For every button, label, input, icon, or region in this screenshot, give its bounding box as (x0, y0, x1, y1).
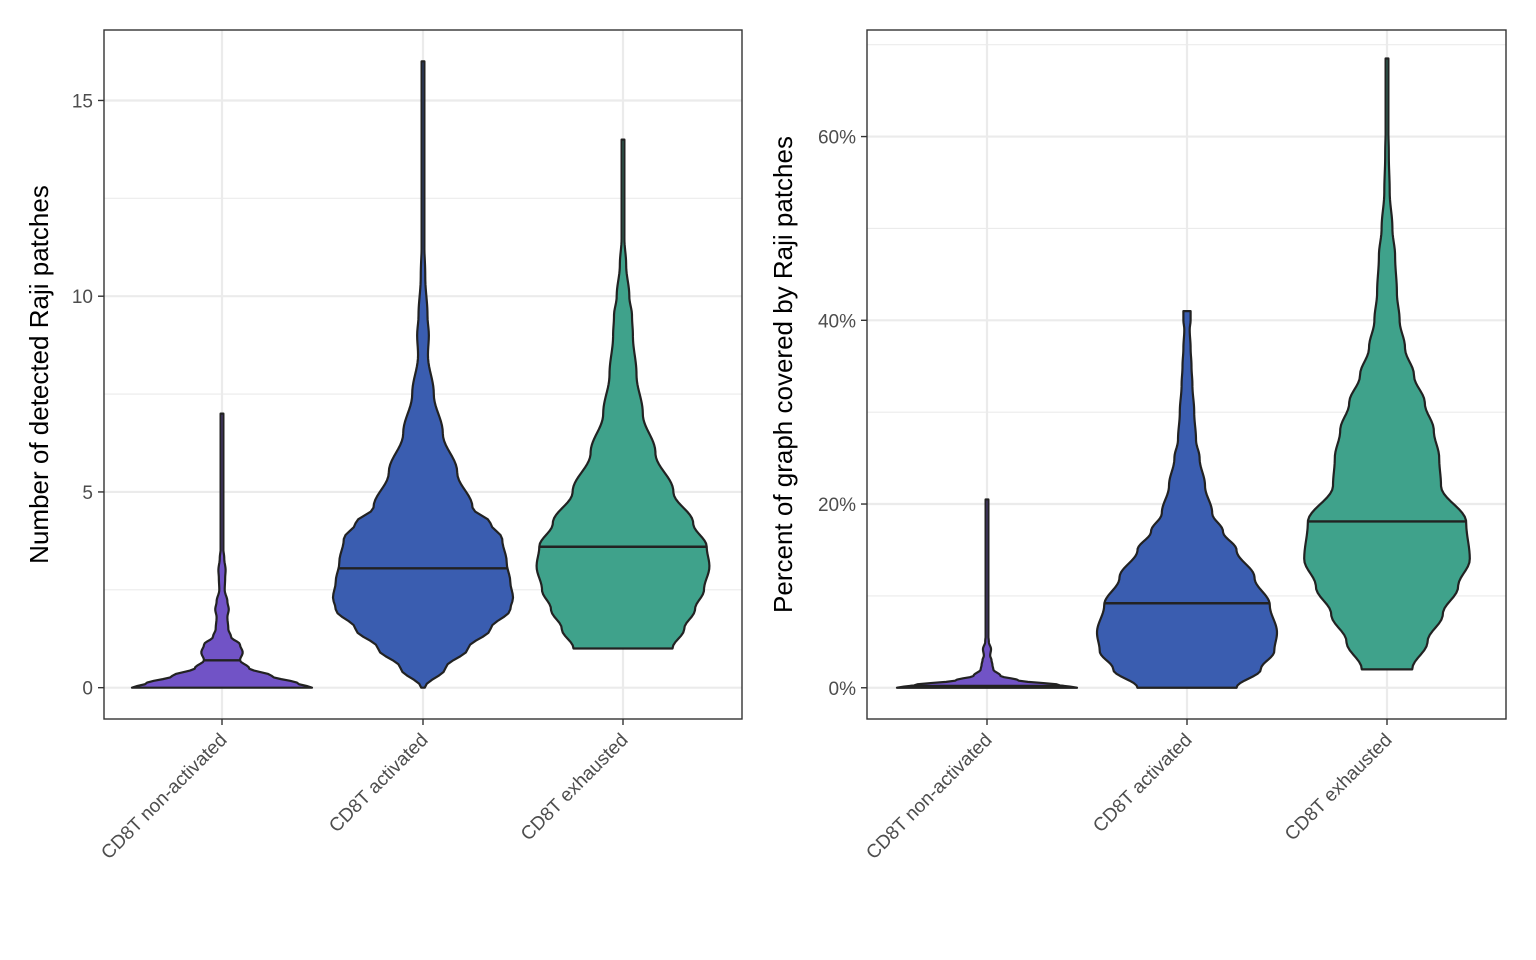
left-y-ticks: 0 5 10 15 (72, 91, 104, 700)
violin (1095, 310, 1279, 689)
y-tick-label: 15 (72, 91, 93, 112)
violin (331, 60, 515, 689)
x-tick-label: CD8T non-activated (97, 730, 231, 864)
left-y-axis-title: Number of detected Raji patches (24, 185, 54, 564)
left-x-ticks: CD8T non-activated CD8T activated CD8T exh… (97, 719, 633, 864)
x-tick-label: CD8T exhausted (1281, 730, 1396, 845)
left-violins (130, 60, 711, 689)
y-tick-label: 20% (818, 495, 856, 516)
y-tick-label: 60% (818, 128, 856, 149)
x-tick-label: CD8T exhausted (517, 730, 632, 845)
right-y-ticks: 0% 20% 40% 60% (818, 128, 867, 700)
y-tick-label: 0% (829, 679, 857, 700)
y-tick-label: 10 (72, 287, 93, 308)
right-y-axis-title: Percent of graph covered by Raji patches (768, 136, 798, 613)
x-tick-label: CD8T activated (1089, 730, 1196, 837)
violin (535, 138, 711, 650)
y-tick-label: 5 (82, 483, 93, 504)
violin (130, 412, 314, 689)
violin (1303, 57, 1471, 671)
violin (895, 498, 1079, 689)
right-panel: 0% 20% 40% 60% CD8T non-activated CD8T activ… (768, 29, 1507, 864)
right-x-ticks: CD8T non-activated CD8T activated CD8T exh… (862, 719, 1397, 864)
y-tick-label: 40% (818, 311, 856, 332)
right-violins (895, 57, 1471, 689)
y-tick-label: 0 (82, 679, 93, 700)
x-tick-label: CD8T non-activated (862, 730, 996, 864)
x-tick-label: CD8T activated (325, 730, 432, 837)
